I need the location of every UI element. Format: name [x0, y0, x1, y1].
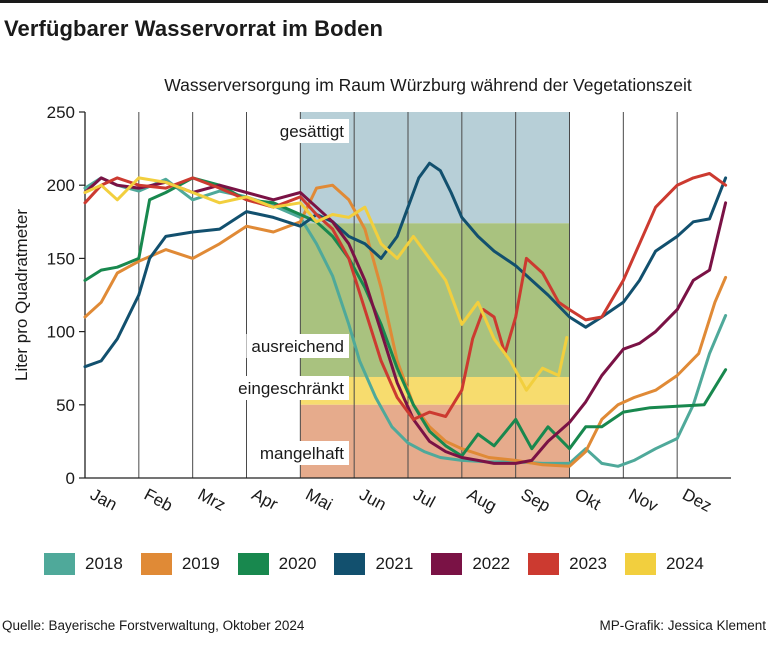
legend-label-2020: 2020 [278, 554, 317, 573]
series-line-2024 [83, 176, 569, 392]
x-tick-label-sep: Sep [518, 485, 554, 516]
credit-note: MP-Grafik: Jessica Klement [599, 618, 766, 633]
y-tick-label-250: 250 [47, 103, 75, 122]
legend-swatch-2024 [624, 553, 656, 575]
x-tick-label-feb: Feb [141, 485, 176, 516]
zone-label-3: mangelhaft [260, 444, 344, 463]
legend-item-2021: 2021 [334, 553, 413, 575]
zone-label-2: eingeschränkt [238, 379, 344, 398]
legend-label-2019: 2019 [181, 554, 220, 573]
legend-swatch-2019 [140, 553, 172, 575]
legend-swatch-2020 [237, 553, 269, 575]
x-tick-label-dez: Dez [679, 485, 715, 516]
legend: 2018 2019 2020 2021 2022 2023 2024 [44, 551, 722, 577]
y-tick-label-0: 0 [66, 469, 75, 488]
chart-subtitle: Wasserversorgung im Raum Würzburg währen… [164, 75, 692, 95]
zone-label-box-1 [246, 334, 349, 358]
legend-swatch-2023 [528, 553, 560, 575]
zone-label-1: ausreichend [251, 337, 344, 356]
zone-label-box-2 [233, 376, 349, 400]
y-tick-label-100: 100 [47, 323, 75, 342]
legend-swatch-2021 [334, 553, 366, 575]
zone-label-box-0 [274, 119, 349, 143]
x-tick-label-jul: Jul [410, 485, 438, 512]
top-rule [0, 0, 768, 3]
legend-label-2024: 2024 [665, 554, 704, 573]
legend-label-2023: 2023 [569, 554, 607, 573]
x-tick-label-okt: Okt [572, 485, 605, 514]
chart: Wasserversorgung im Raum Würzburg währen… [12, 75, 731, 516]
legend-swatch-2018 [44, 553, 75, 575]
legend-item-2022: 2022 [431, 553, 510, 575]
legend-item-2020: 2020 [237, 553, 317, 575]
series-line-2022 [83, 176, 728, 465]
x-tick-label-mai: Mai [302, 485, 335, 515]
series-line-2023 [83, 172, 728, 421]
y-tick-label-200: 200 [47, 176, 75, 195]
legend-swatch-2022 [431, 553, 463, 575]
x-tick-label-aug: Aug [464, 485, 500, 516]
legend-label-2021: 2021 [375, 554, 414, 573]
legend-item-2018: 2018 [44, 553, 123, 575]
legend-item-2019: 2019 [140, 553, 220, 575]
series-line-2020 [83, 176, 728, 458]
y-tick-label-50: 50 [56, 396, 75, 415]
zone-label-0: gesättigt [280, 122, 345, 141]
legend-label-2022: 2022 [472, 554, 511, 573]
x-tick-label-jan: Jan [87, 485, 120, 515]
source-note: Quelle: Bayerische Forstverwaltung, Okto… [2, 618, 305, 633]
y-tick-label-150: 150 [47, 249, 75, 268]
legend-item-2024: 2024 [624, 553, 704, 575]
y-axis-label: Liter pro Quadratmeter [12, 209, 31, 381]
legend-item-2023: 2023 [528, 553, 607, 575]
series-line-2021 [83, 161, 728, 369]
page-title: Verfügbarer Wasservorrat im Boden [4, 16, 384, 41]
x-tick-label-mrz: Mrz [195, 485, 229, 515]
x-tick-label-jun: Jun [356, 485, 389, 515]
zone-label-box-3 [254, 441, 349, 465]
legend-label-2018: 2018 [85, 554, 123, 573]
x-tick-label-nov: Nov [625, 485, 661, 516]
x-tick-label-apr: Apr [249, 485, 282, 514]
